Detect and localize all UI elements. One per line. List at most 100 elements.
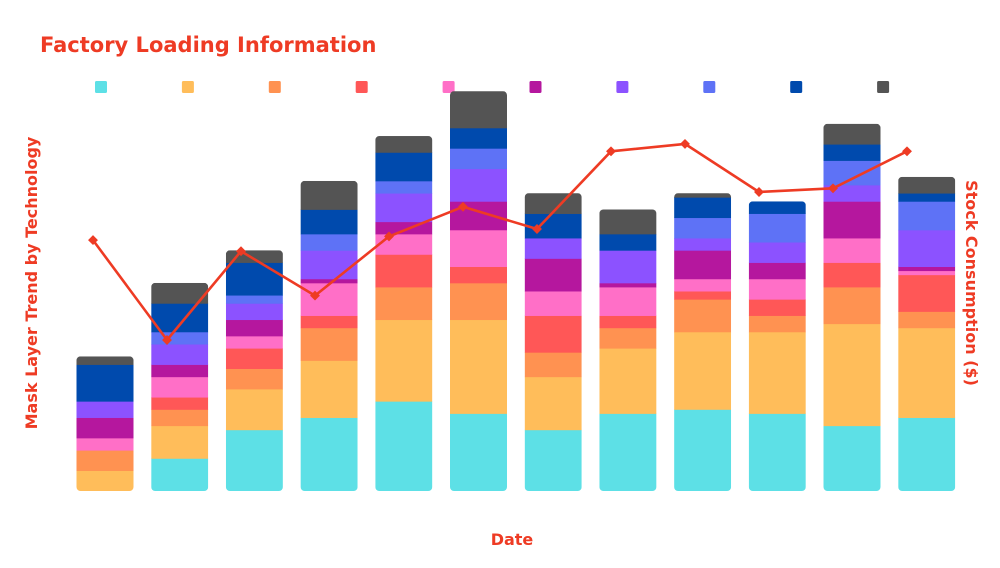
- bar-segment: [76, 356, 134, 365]
- bar-segment: [823, 323, 881, 427]
- bar-segment: [300, 327, 358, 361]
- bar-segment: [748, 299, 806, 316]
- bar-segment: [748, 278, 806, 300]
- bar-segment: [823, 123, 881, 145]
- bar-segment: [898, 311, 956, 329]
- line-point: [680, 138, 690, 149]
- legend-swatch: [355, 81, 368, 93]
- bar-stack: [674, 193, 732, 491]
- bar-segment: [599, 315, 657, 329]
- bar-segment: [674, 331, 732, 410]
- line-point: [458, 201, 468, 212]
- bar-segment: [225, 429, 283, 491]
- bar-segment: [450, 282, 507, 321]
- bar-segment: [375, 233, 433, 255]
- bar-segment: [76, 417, 134, 439]
- bar-segment: [225, 368, 283, 390]
- bar-segment: [450, 229, 507, 267]
- bar-segment: [748, 315, 806, 333]
- bar-segment: [225, 319, 283, 337]
- bar-stack: [225, 250, 283, 491]
- bar-segment: [898, 229, 956, 267]
- bar-segment: [823, 425, 881, 492]
- bar-segment: [225, 303, 283, 321]
- bar-segment: [524, 429, 582, 491]
- bar-segment: [823, 160, 881, 186]
- legend-swatch: [268, 81, 281, 93]
- bar-segment: [524, 376, 582, 431]
- bar-segment: [823, 262, 881, 288]
- bar-segment: [76, 401, 134, 418]
- bar-segment: [151, 364, 209, 378]
- bar-segment: [151, 344, 209, 365]
- bar-segment: [823, 201, 881, 239]
- bar-segment: [76, 450, 134, 471]
- legend-swatch: [442, 81, 455, 93]
- bar-segment: [674, 238, 732, 251]
- legend-swatch: [95, 81, 107, 93]
- legend: [95, 81, 890, 93]
- line-point: [828, 183, 838, 194]
- bars-group: [76, 91, 956, 492]
- bar-segment: [898, 266, 956, 272]
- bar-segment: [225, 295, 283, 304]
- bar-segment: [823, 185, 881, 202]
- bar-segment: [375, 401, 433, 491]
- bar-segment: [599, 413, 657, 491]
- bar-segment: [300, 315, 358, 329]
- bar-segment: [823, 144, 881, 161]
- bar-segment: [674, 197, 732, 219]
- bar-segment: [300, 282, 358, 316]
- bar-segment: [674, 250, 732, 280]
- bar-segment: [524, 315, 582, 353]
- bar-segment: [599, 209, 657, 235]
- bar-segment: [300, 209, 358, 235]
- bar-segment: [375, 193, 433, 223]
- bar-segment: [898, 417, 956, 491]
- bar-segment: [674, 278, 732, 292]
- line-point: [606, 146, 616, 157]
- bar-segment: [225, 389, 283, 431]
- line-point: [236, 246, 246, 257]
- bar-segment: [151, 425, 209, 459]
- bar-segment: [151, 409, 209, 427]
- chart-title: Factory Loading Information: [40, 33, 376, 57]
- bar-segment: [76, 437, 134, 451]
- bar-stack: [898, 176, 956, 491]
- bar-stack: [76, 356, 134, 491]
- bar-segment: [524, 213, 582, 239]
- bar-segment: [748, 213, 806, 243]
- bar-segment: [76, 470, 134, 491]
- bar-segment: [674, 193, 732, 198]
- bar-segment: [748, 413, 806, 491]
- bar-stack: [599, 209, 657, 491]
- line-point: [310, 290, 320, 301]
- line-series: [91, 142, 908, 342]
- legend-swatch: [616, 81, 629, 93]
- line-point: [384, 231, 394, 242]
- bar-segment: [599, 327, 657, 349]
- bar-segment: [375, 287, 433, 321]
- bar-segment: [599, 348, 657, 414]
- bar-segment: [748, 262, 806, 280]
- bar-segment: [524, 352, 582, 378]
- bar-segment: [898, 176, 956, 194]
- bar-segment: [450, 127, 507, 149]
- bar-segment: [450, 266, 507, 284]
- line-point: [162, 335, 172, 345]
- bar-stack: [823, 123, 881, 492]
- bar-stack: [450, 91, 507, 491]
- bar-segment: [375, 180, 433, 194]
- bar-segment: [450, 168, 507, 202]
- legend-swatch: [877, 81, 890, 93]
- bar-segment: [375, 319, 433, 402]
- bar-segment: [151, 376, 209, 398]
- line-point: [88, 235, 98, 246]
- bar-segment: [823, 238, 881, 263]
- bar-segment: [300, 233, 358, 251]
- bar-segment: [151, 458, 209, 492]
- bar-segment: [151, 331, 209, 345]
- bar-segment: [898, 270, 956, 276]
